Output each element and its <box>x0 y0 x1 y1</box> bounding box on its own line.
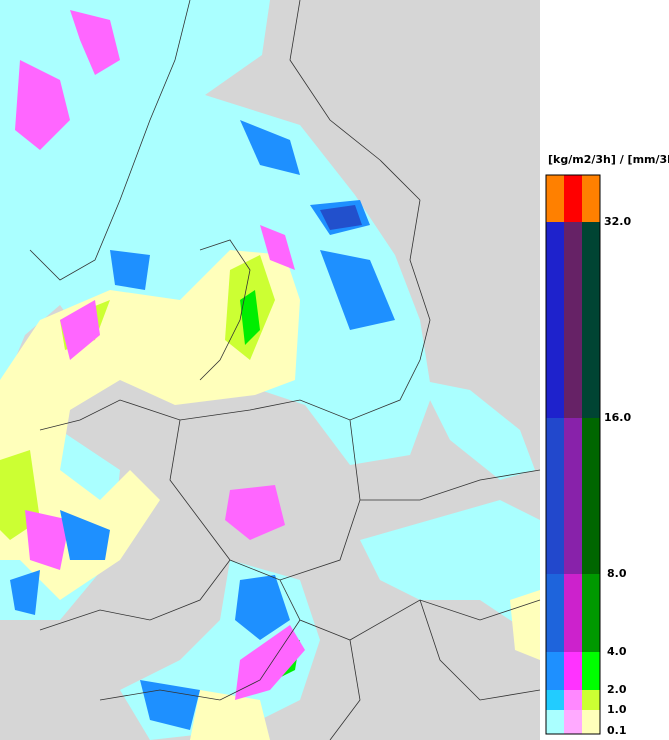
legend-title: [kg/m2/3h] / [mm/3h] <box>548 153 669 166</box>
legend-tick-label: 32.0 <box>604 215 631 228</box>
legend-tick-label: 8.0 <box>607 567 627 580</box>
legend-tick-label: 4.0 <box>607 645 627 658</box>
legend: [kg/m2/3h] / [mm/3h] 0.1 1.0 2.0 4.0 <box>545 153 669 737</box>
map <box>0 0 541 740</box>
legend-tick-label: 0.1 <box>607 724 627 737</box>
legend-tick-label: 2.0 <box>607 683 627 696</box>
legend-tick-label: 16.0 <box>604 411 631 424</box>
legend-tick-label: 1.0 <box>607 703 627 716</box>
